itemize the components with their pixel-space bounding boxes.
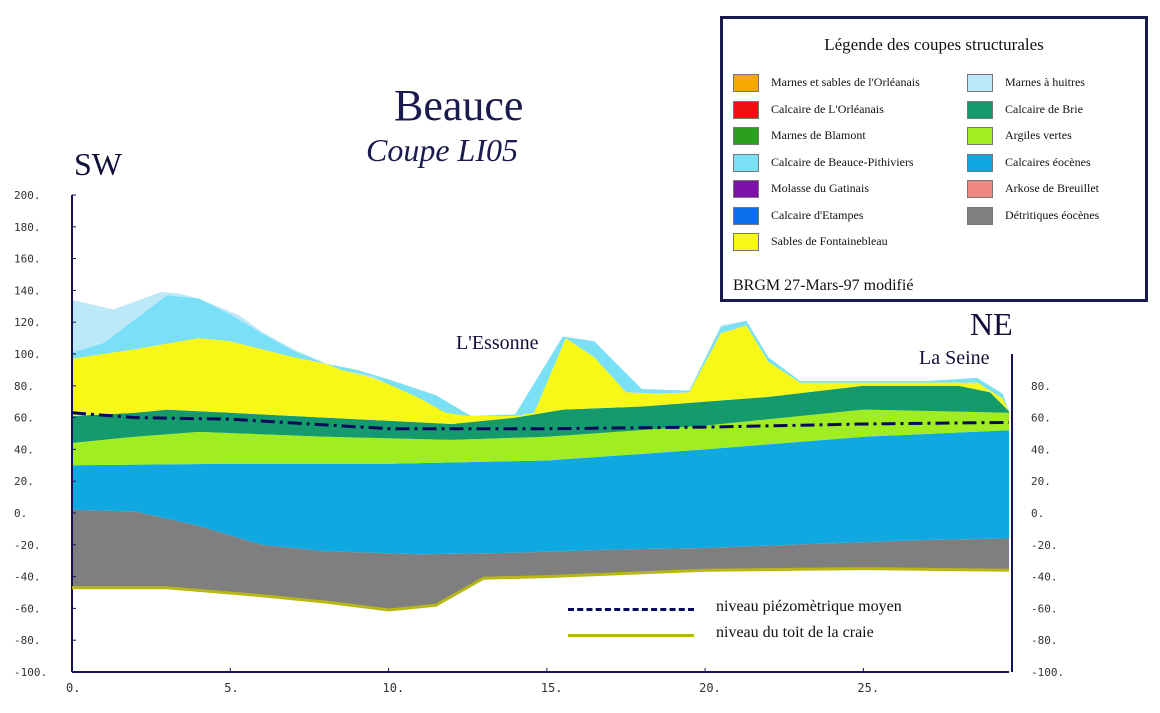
y-tick-label-left: 160.	[14, 253, 41, 266]
legend-label: Calcaire d'Etampes	[771, 207, 864, 222]
y-tick-label-right: 80.	[1031, 380, 1051, 393]
legend-box: Légende des coupes structurales Marnes e…	[720, 16, 1148, 302]
legend-label: Arkose de Breuillet	[1005, 181, 1099, 195]
y-tick-label-left: -100.	[14, 666, 47, 679]
legend-swatch	[967, 153, 993, 172]
legend-swatch	[967, 100, 993, 119]
x-tick-label: 25.	[857, 681, 879, 695]
y-tick-label-right: -40.	[1031, 571, 1058, 584]
y-tick-label-left: 200.	[14, 189, 41, 202]
y-tick-label-right: 40.	[1031, 443, 1051, 456]
legend-swatch	[733, 127, 759, 145]
legend-label: Marnes de Blamont	[771, 128, 866, 142]
direction-sw-label: SW	[74, 146, 122, 182]
legend-swatch	[967, 180, 993, 198]
argiles-vertes-layer	[72, 409, 1009, 466]
essonne-label: L'Essonne	[456, 332, 539, 354]
x-tick-label: 15.	[541, 681, 563, 695]
y-tick-label-right: -60.	[1031, 602, 1058, 615]
legend-swatch	[733, 233, 759, 251]
y-tick-label-left: -20.	[14, 539, 41, 552]
y-tick-label-left: -60.	[14, 602, 41, 615]
section-subtitle: Coupe LI05	[366, 132, 518, 168]
x-tick-label: 10.	[383, 681, 405, 695]
section-title: Beauce	[394, 81, 524, 130]
y-tick-label-left: 40.	[14, 443, 34, 456]
y-tick-label-right: -80.	[1031, 634, 1058, 647]
legend-label: Calcaire de Brie	[1005, 101, 1083, 116]
legend-swatch	[967, 74, 993, 92]
legend-swatch	[967, 127, 993, 145]
y-tick-label-left: 140.	[14, 284, 41, 297]
direction-ne-label: NE	[970, 306, 1013, 342]
piezometric-label: niveau piézomètrique moyen	[716, 598, 902, 615]
y-tick-label-right: -20.	[1031, 539, 1058, 552]
chalk-top-line	[72, 567, 1010, 612]
sables-de-fontainebleau-layer	[72, 325, 1009, 424]
calcaire-de-brie-layer	[72, 385, 1009, 443]
legend-swatch	[733, 153, 759, 172]
y-tick-label-left: 20.	[14, 475, 34, 488]
y-tick-label-left: 80.	[14, 380, 34, 393]
detritiques-eocenes-layer	[72, 509, 1009, 610]
y-tick-label-left: 120.	[14, 316, 41, 329]
y-tick-label-right: 0.	[1031, 507, 1044, 520]
legend-source: BRGM 27-Mars-97 modifié	[733, 277, 914, 294]
calcaires-eocenes-layer	[72, 430, 1009, 555]
chalk-line-sample	[568, 634, 694, 637]
legend-label: Marnes et sables de l'Orléanais	[771, 75, 920, 89]
legend-label: Molasse du Gatinais	[771, 181, 869, 195]
legend-label: Détritiques éocènes	[1005, 207, 1100, 222]
y-tick-label-left: -40.	[14, 571, 41, 584]
legend-swatch	[733, 206, 759, 225]
key-piezometric: niveau piézomètrique moyen	[568, 598, 988, 620]
piezometric-line-sample	[568, 608, 694, 611]
y-tick-label-left: 100.	[14, 348, 41, 361]
legend-swatch	[967, 206, 993, 225]
y-tick-label-left: 180.	[14, 221, 41, 234]
y-tick-label-right: -100.	[1031, 666, 1064, 679]
legend-label: Argiles vertes	[1005, 128, 1072, 142]
y-tick-label-right: 20.	[1031, 475, 1051, 488]
seine-label: La Seine	[919, 347, 990, 369]
chalk-label: niveau du toit de la craie	[716, 624, 874, 641]
piezometric-line	[71, 411, 1010, 431]
x-tick-label: 0.	[66, 681, 80, 695]
legend-swatch	[733, 100, 759, 119]
line-key: niveau piézomètrique moyen niveau du toi…	[554, 590, 990, 658]
legend-swatch	[733, 74, 759, 92]
legend-label: Marnes à huitres	[1005, 75, 1085, 89]
legend-swatch	[733, 180, 759, 198]
y-tick-label-left: 0.	[14, 507, 27, 520]
legend-label: Sables de Fontainebleau	[771, 234, 888, 248]
legend-label: Calcaire de L'Orléanais	[771, 101, 884, 116]
y-tick-label-left: -80.	[14, 634, 41, 647]
legend-label: Calcaire de Beauce-Pithiviers	[771, 154, 914, 169]
legend-title: Légende des coupes structurales	[824, 35, 1044, 54]
y-tick-label-right: 60.	[1031, 412, 1051, 425]
calcaire-beauce-pithiviers-layer	[72, 295, 1009, 416]
x-tick-label: 5.	[224, 681, 238, 695]
legend-label: Calcaires éocènes	[1005, 154, 1091, 169]
x-tick-label: 20.	[699, 681, 721, 695]
y-tick-label-left: 60.	[14, 412, 34, 425]
key-chalk-top: niveau du toit de la craie	[568, 624, 988, 646]
